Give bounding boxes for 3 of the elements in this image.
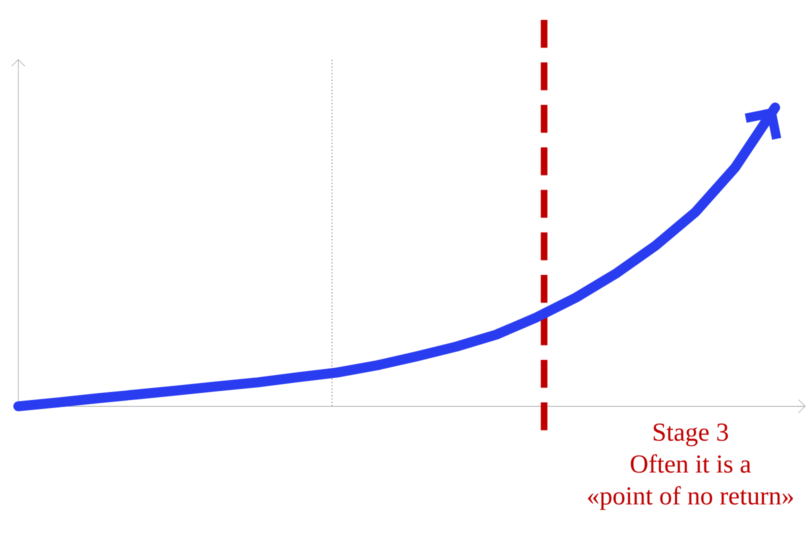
text: Often it is a <box>630 454 751 473</box>
text: Stage 3 <box>654 424 728 446</box>
text: «point of no return» <box>588 486 793 510</box>
